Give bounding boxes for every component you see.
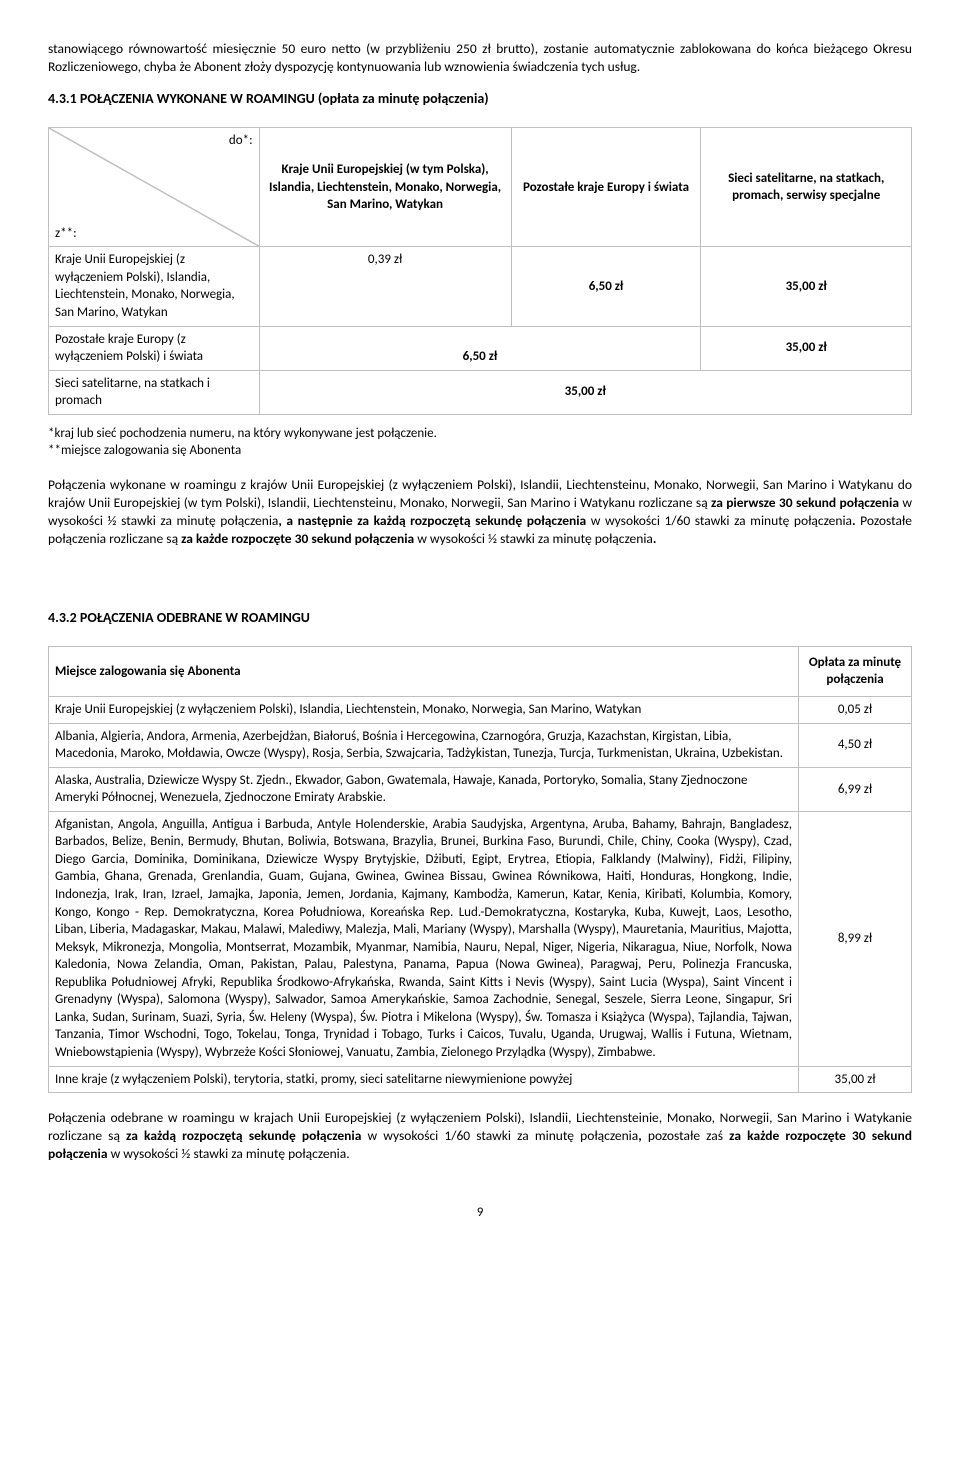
row3-label: Sieci satelitarne, na statkach i promach: [49, 370, 260, 414]
table-row: Afganistan, Angola, Anguilla, Antigua i …: [49, 811, 912, 1066]
t2-row4-label: Inne kraje (z wyłączeniem Polski), teryt…: [49, 1066, 799, 1093]
t2-row4-val: 35,00 zł: [799, 1066, 912, 1093]
row2-c1: 6,50 zł: [259, 326, 701, 370]
t2-row0-label: Kraje Unii Europejskiej (z wyłączeniem P…: [49, 697, 799, 724]
table-row: Pozostałe kraje Europy (z wyłączeniem Po…: [49, 326, 912, 370]
intro-paragraph: stanowiącego równowartość miesięcznie 50…: [48, 40, 912, 76]
roaming-incoming-table: Miejsce zalogowania się Abonenta Opłata …: [48, 646, 912, 1093]
table-row: Inne kraje (z wyłączeniem Polski), teryt…: [49, 1066, 912, 1093]
table1-head-col3: Sieci satelitarne, na statkach, promach,…: [701, 128, 912, 247]
row1-c2: 6,50 zł: [511, 247, 701, 326]
corner-do: do*:: [229, 132, 253, 150]
t2-row1-val: 4,50 zł: [799, 723, 912, 767]
row1-c3: 35,00 zł: [701, 247, 912, 326]
t2-row3-val: 8,99 zł: [799, 811, 912, 1066]
table1-corner: do*: z**:: [49, 128, 260, 247]
table-row: Kraje Unii Europejskiej (z wyłączeniem P…: [49, 247, 912, 326]
table-row: Sieci satelitarne, na statkach i promach…: [49, 370, 912, 414]
corner-z: z**:: [55, 225, 77, 243]
page-number: 9: [48, 1204, 912, 1222]
row1-label: Kraje Unii Europejskiej (z wyłączeniem P…: [49, 247, 260, 326]
roaming-outgoing-table: do*: z**: Kraje Unii Europejskiej (w tym…: [48, 127, 912, 414]
footnote-1: *kraj lub sieć pochodzenia numeru, na kt…: [48, 425, 912, 443]
t2-row2-label: Alaska, Australia, Dziewicze Wyspy St. Z…: [49, 767, 799, 811]
section-432-heading: 4.3.2 POŁĄCZENIA ODEBRANE W ROAMINGU: [48, 609, 912, 628]
t2-row2-val: 6,99 zł: [799, 767, 912, 811]
footnote-2: **miejsce zalogowania się Abonenta: [48, 442, 912, 460]
table2-head-label: Miejsce zalogowania się Abonenta: [49, 646, 799, 697]
t2-row3-label: Afganistan, Angola, Anguilla, Antigua i …: [49, 811, 799, 1066]
table1-head-col1: Kraje Unii Europejskiej (w tym Polska), …: [259, 128, 511, 247]
section-431-heading: 4.3.1 POŁĄCZENIA WYKONANE W ROAMINGU (op…: [48, 90, 912, 109]
t2-row1-label: Albania, Algieria, Andora, Armenia, Azer…: [49, 723, 799, 767]
table-row: Kraje Unii Europejskiej (z wyłączeniem P…: [49, 697, 912, 724]
table2-head-val: Opłata za minutę połączenia: [799, 646, 912, 697]
billing-description-1: Połączenia wykonane w roamingu z krajów …: [48, 476, 912, 549]
table1-head-col2: Pozostałe kraje Europy i świata: [511, 128, 701, 247]
t2-row0-val: 0,05 zł: [799, 697, 912, 724]
table-row: Albania, Algieria, Andora, Armenia, Azer…: [49, 723, 912, 767]
row1-c1: 0,39 zł: [259, 247, 511, 326]
table-row: Alaska, Australia, Dziewicze Wyspy St. Z…: [49, 767, 912, 811]
billing-description-2: Połączenia odebrane w roamingu w krajach…: [48, 1109, 912, 1164]
table1-footnotes: *kraj lub sieć pochodzenia numeru, na kt…: [48, 425, 912, 460]
row2-label: Pozostałe kraje Europy (z wyłączeniem Po…: [49, 326, 260, 370]
row3-c12: 35,00 zł: [259, 370, 911, 414]
row2-c3: 35,00 zł: [701, 326, 912, 370]
